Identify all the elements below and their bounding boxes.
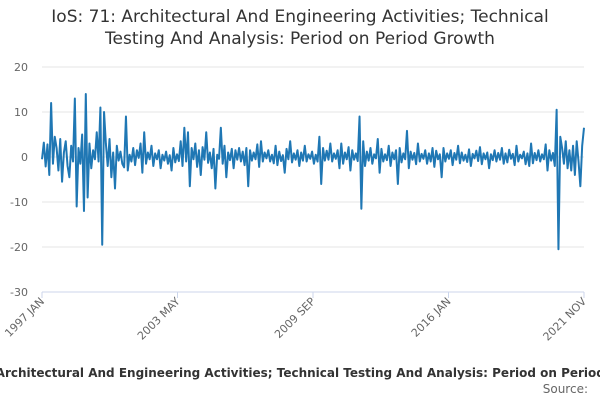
legend-label: 71: Architectural And Engineering Activi… [0,366,600,380]
grid-lines [42,66,584,293]
y-tick-label: 20 [14,61,28,74]
x-tick-label: 2021 NOV [541,295,590,344]
chart-title-line-2: Testing And Analysis: Period on Period G… [105,29,495,49]
x-tick-label: 2009 SEP [272,295,318,341]
y-tick-label: -10 [10,196,28,209]
source-label: Source: [542,382,588,396]
plot-area [41,93,585,251]
x-tick-label: 2016 JAN [409,295,454,340]
x-tick-label: 1997 JAN [2,295,47,340]
y-tick-label: 0 [21,151,28,164]
legend: 71: Architectural And Engineering Activi… [0,366,600,384]
y-tick-label: -20 [10,241,28,254]
x-axis: 1997 JAN 2003 MAY 2009 SEP 2016 JAN 2021 NOV [2,291,590,344]
series-line [41,93,585,251]
y-tick-label: -30 [10,286,28,299]
chart-title: IoS: 71: Architectural And Engineering A… [0,6,600,50]
y-tick-label: 10 [14,106,28,119]
x-tick-label: 2003 MAY [135,295,183,343]
y-axis: 20 10 0 -10 -20 -30 [10,61,28,299]
chart-title-line-1: IoS: 71: Architectural And Engineering A… [51,7,549,27]
